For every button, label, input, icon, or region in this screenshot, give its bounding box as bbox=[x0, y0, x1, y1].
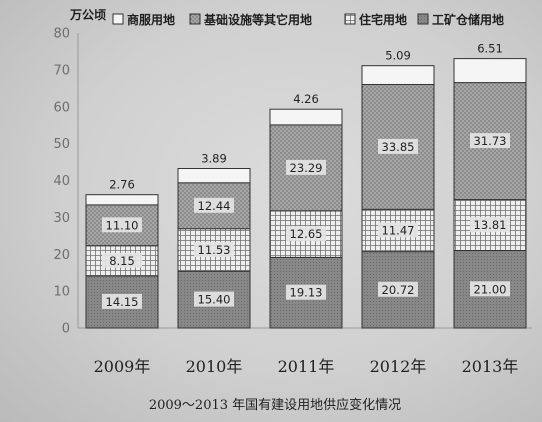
legend: 商服用地 基础设施等其它用地 住宅用地 工矿仓储用地 bbox=[112, 12, 504, 27]
chart-caption: 2009～2013 年国有建设用地供应变化情况 bbox=[149, 397, 401, 413]
legend-item-commercial-land: 商服用地 bbox=[112, 12, 175, 27]
value-label-background bbox=[286, 159, 326, 175]
y-tick-label: 0 bbox=[62, 322, 70, 337]
value-label-background bbox=[286, 284, 326, 300]
y-tick-label: 40 bbox=[53, 174, 70, 189]
y-tick-label: 10 bbox=[53, 285, 70, 300]
value-label-industrial-storage-land: 14.15 bbox=[106, 295, 139, 309]
value-label-background bbox=[194, 197, 234, 213]
value-label-commercial-land: 4.26 bbox=[293, 92, 319, 106]
legend-item-industrial-storage-land: 工矿仓储用地 bbox=[417, 12, 504, 27]
x-category-label: 2011年 bbox=[278, 357, 335, 376]
bars bbox=[85, 58, 527, 329]
value-label-industrial-storage-land: 20.72 bbox=[382, 283, 415, 297]
y-axis-unit-label: 万公顷 bbox=[69, 8, 106, 22]
value-label-commercial-land: 5.09 bbox=[385, 49, 411, 63]
legend-item-residential-land: 住宅用地 bbox=[344, 12, 407, 27]
bar-segment-commercial-land bbox=[269, 108, 343, 126]
legend-swatch bbox=[344, 13, 356, 25]
value-label-residential-land: 12.65 bbox=[290, 227, 323, 241]
legend-label: 商服用地 bbox=[127, 12, 175, 27]
legend-swatch bbox=[189, 13, 201, 25]
legend-label: 住宅用地 bbox=[359, 12, 407, 27]
y-tick-labels: 0 10 20 30 40 50 60 70 80 bbox=[53, 27, 70, 337]
value-label-background bbox=[286, 226, 326, 242]
value-label-infrastructure-other-land: 12.44 bbox=[198, 199, 231, 213]
value-label-background bbox=[378, 138, 418, 154]
value-label-residential-land: 13.81 bbox=[474, 218, 507, 232]
value-label-commercial-land: 2.76 bbox=[109, 178, 135, 192]
bar-segment-commercial-land bbox=[85, 194, 159, 206]
value-label-infrastructure-other-land: 31.73 bbox=[474, 134, 507, 148]
value-label-infrastructure-other-land: 33.85 bbox=[382, 140, 415, 154]
value-label-background bbox=[194, 291, 234, 307]
legend-swatch bbox=[112, 13, 124, 25]
x-category-label: 2010年 bbox=[186, 357, 243, 376]
value-label-residential-land: 11.53 bbox=[198, 243, 231, 257]
x-category-label: 2009年 bbox=[94, 357, 151, 376]
legend-label: 基础设施等其它用地 bbox=[203, 12, 312, 27]
value-label-background bbox=[194, 242, 234, 257]
value-label-commercial-land: 3.89 bbox=[201, 152, 227, 166]
value-label-industrial-storage-land: 15.40 bbox=[198, 293, 231, 307]
value-label-background bbox=[470, 217, 510, 233]
value-label-commercial-land: 6.51 bbox=[477, 42, 503, 56]
value-label-background bbox=[470, 281, 510, 297]
y-tick-label: 80 bbox=[53, 27, 70, 42]
y-tick-label: 20 bbox=[53, 248, 70, 263]
legend-swatch bbox=[417, 13, 429, 25]
bar-segment-commercial-land bbox=[361, 65, 435, 85]
bar-segment-commercial-land bbox=[177, 168, 251, 184]
legend-item-infrastructure-other-land: 基础设施等其它用地 bbox=[189, 12, 312, 27]
value-label-residential-land: 8.15 bbox=[109, 254, 135, 268]
x-category-label: 2012年 bbox=[370, 357, 427, 376]
value-label-residential-land: 11.47 bbox=[382, 223, 415, 237]
value-label-industrial-storage-land: 21.00 bbox=[474, 282, 507, 296]
y-tick-label: 70 bbox=[53, 63, 70, 78]
value-label-industrial-storage-land: 19.13 bbox=[290, 286, 323, 300]
y-tick-label: 30 bbox=[53, 211, 70, 226]
value-label-background bbox=[378, 222, 418, 238]
value-label-infrastructure-other-land: 11.10 bbox=[106, 218, 139, 232]
x-category-labels: 2009年 2010年 2011年 2012年 2013年 bbox=[94, 357, 519, 376]
value-label-background bbox=[102, 293, 142, 309]
bar-segment-commercial-land bbox=[453, 58, 527, 84]
y-tick-label: 50 bbox=[53, 137, 70, 152]
value-label-background bbox=[470, 133, 510, 149]
legend-label: 工矿仓储用地 bbox=[432, 12, 504, 27]
value-label-background bbox=[102, 217, 142, 233]
bar-segment-residential-land bbox=[453, 199, 527, 252]
x-category-label: 2013年 bbox=[462, 357, 519, 376]
y-tick-label: 60 bbox=[53, 100, 70, 115]
value-label-background bbox=[102, 252, 142, 268]
value-label-background bbox=[378, 281, 418, 297]
value-label-infrastructure-other-land: 23.29 bbox=[290, 161, 323, 175]
value-labels: 14.15 8.15 11.10 2.76 15.40 11.53 12.44 3.89 19.… bbox=[102, 42, 510, 309]
